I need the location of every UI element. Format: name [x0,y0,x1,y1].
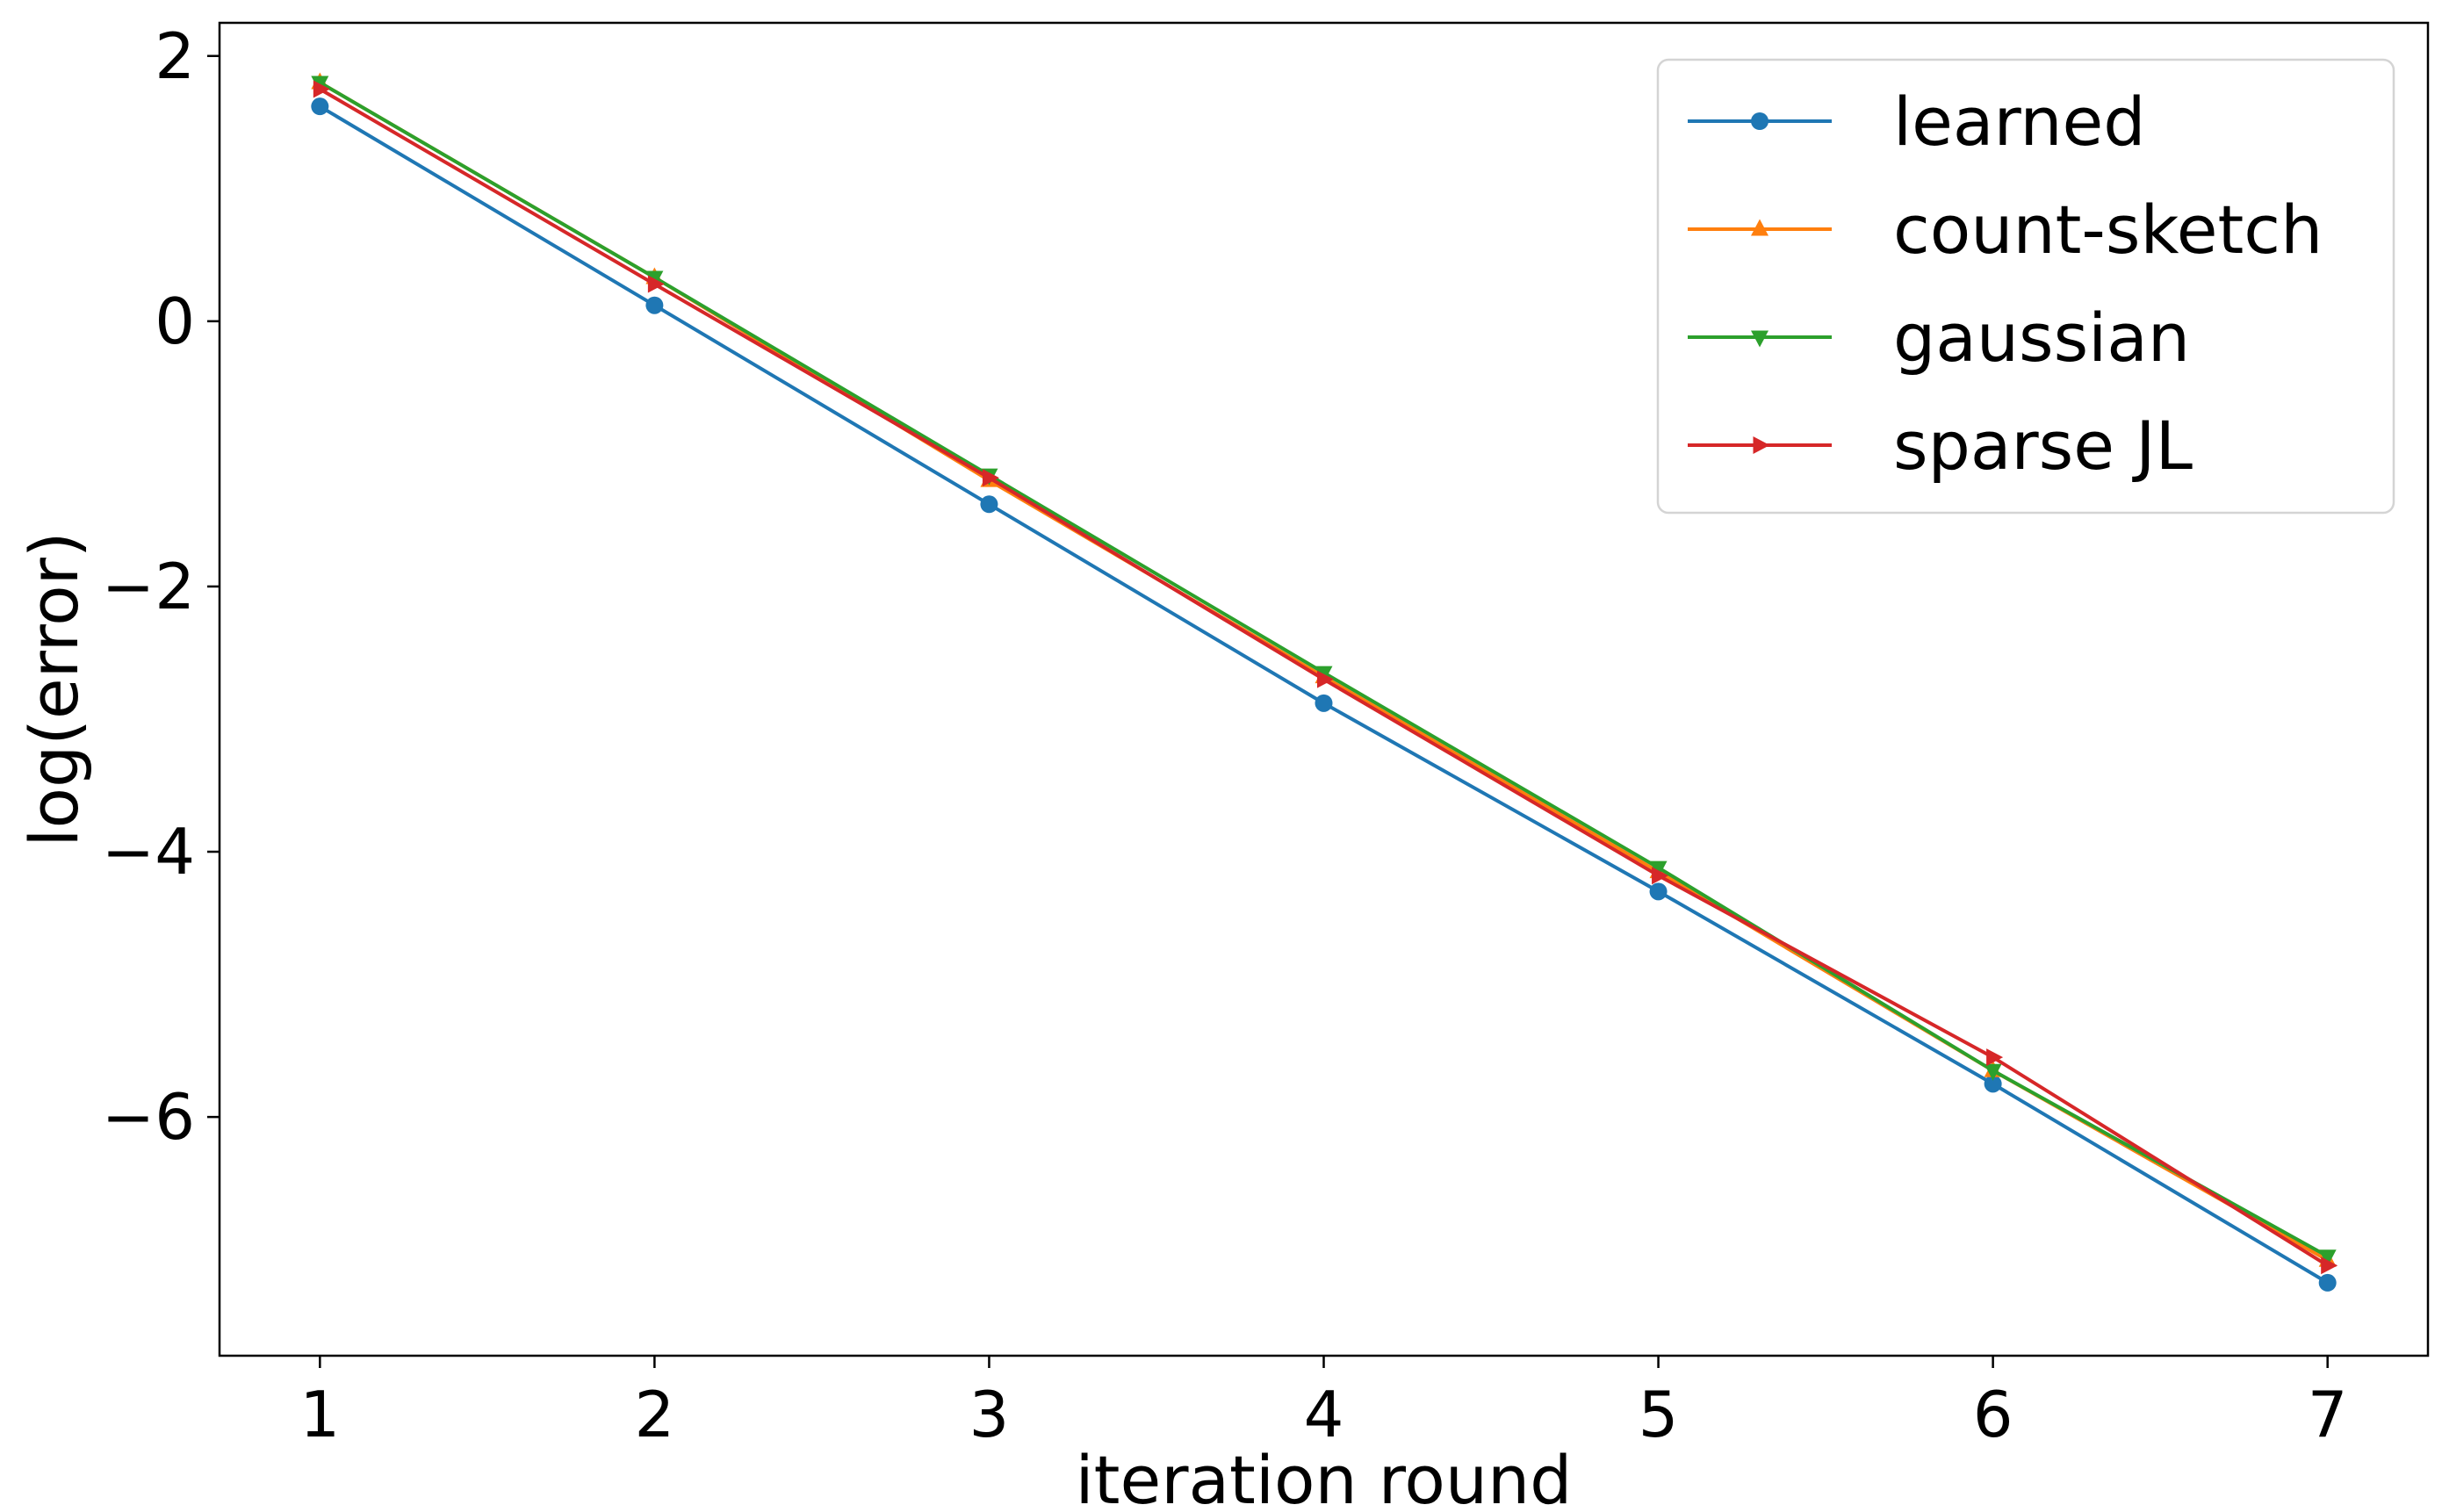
x-tick-label: 6 [1973,1378,2013,1451]
data-point [313,80,330,98]
legend-entry: count-sketch [1688,191,2323,269]
data-point [1317,670,1334,688]
data-point [2318,1273,2337,1292]
y-tick-label: −2 [102,550,195,623]
data-point [2318,1249,2337,1267]
legend-label: sparse JL [1893,407,2193,485]
legend-marker [1751,330,1768,348]
legend-marker [1751,112,1768,130]
legend-marker [1753,436,1770,454]
legend-entry: gaussian [1688,299,2190,377]
legend-marker [1751,219,1768,236]
x-tick-label: 2 [634,1378,674,1451]
data-point [2321,1256,2338,1275]
legend-entry: learned [1688,83,2146,161]
y-tick-label: 2 [155,19,195,93]
legend: learned count-sketch gaussian sparse JL [1656,58,2395,515]
x-tick-label: 7 [2308,1378,2348,1451]
y-tick-label: −6 [102,1080,195,1154]
data-point [1652,867,1669,885]
x-axis-label: iteration round [1076,1441,1573,1512]
y-tick-label: 0 [155,284,195,358]
series-sparse-jl [313,80,2338,1275]
data-point [1315,694,1333,712]
y-axis-label: log(error) [15,531,93,846]
data-point [1984,1075,2002,1093]
x-tick-label: 1 [299,1378,340,1451]
legend-label: count-sketch [1893,191,2323,269]
legend-label: learned [1893,83,2146,161]
plot-area [311,72,2338,1292]
data-point [982,469,999,487]
data-point [980,495,998,514]
data-point [1649,882,1668,901]
legend-label: gaussian [1893,299,2190,377]
legend-frame [1656,58,2395,515]
axes: 1 2 3 4 5 6 7 2 0 −2 −4 −6 [102,19,2430,1451]
data-point [311,97,329,116]
x-tick-label: 3 [969,1378,1010,1451]
data-point [1649,860,1668,878]
data-point [1986,1048,2004,1067]
data-point [647,275,665,293]
x-tick-label: 4 [1304,1378,1344,1451]
y-tick-label: −4 [102,815,195,889]
data-point [645,296,664,314]
data-point [1984,1063,2002,1081]
x-tick-label: 5 [1639,1378,1679,1451]
legend-entry: sparse JL [1688,407,2193,485]
series-learned [311,97,2337,1292]
